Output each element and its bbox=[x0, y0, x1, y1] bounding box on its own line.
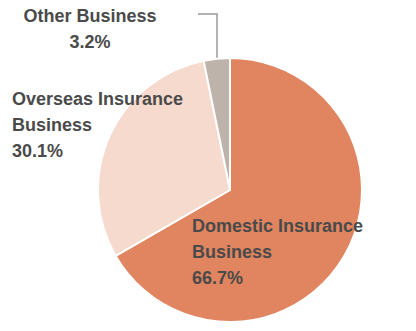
svg-text:30.1%: 30.1% bbox=[12, 141, 63, 161]
svg-text:Business: Business bbox=[192, 242, 272, 262]
svg-text:66.7%: 66.7% bbox=[192, 268, 243, 288]
svg-text:Other Business: Other Business bbox=[23, 6, 156, 26]
svg-text:3.2%: 3.2% bbox=[69, 32, 110, 52]
svg-text:Business: Business bbox=[12, 115, 92, 135]
svg-text:Overseas Insurance: Overseas Insurance bbox=[12, 89, 188, 109]
svg-text:Domestic Insurance: Domestic Insurance bbox=[192, 216, 368, 236]
